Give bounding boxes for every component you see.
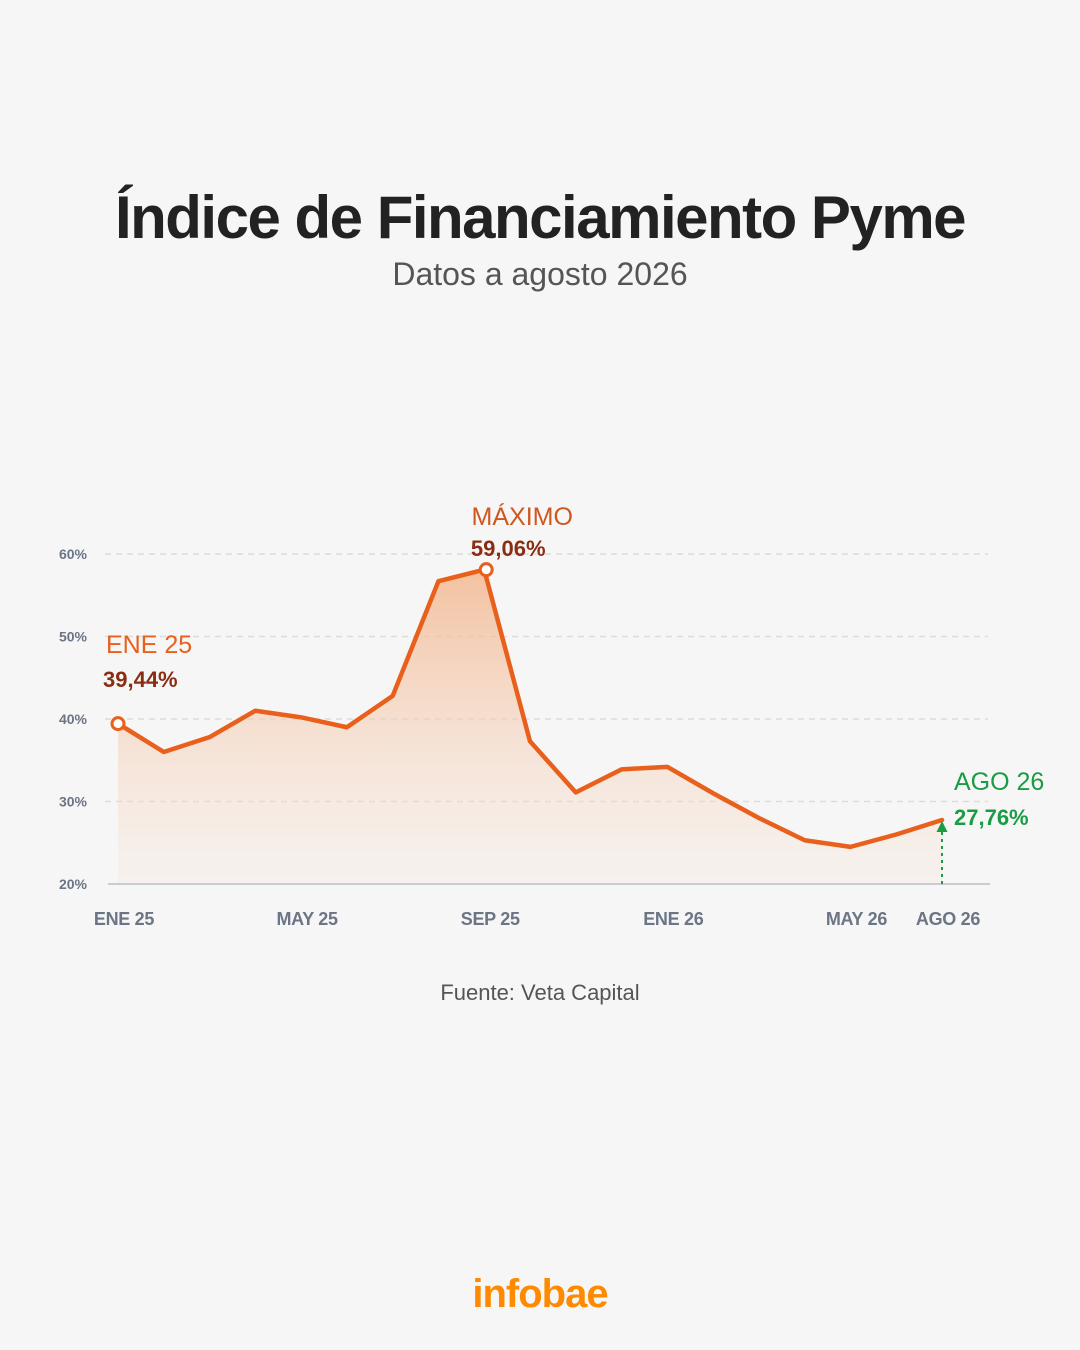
y-tick-label: 60% xyxy=(59,546,88,562)
up-arrow-icon xyxy=(936,820,948,832)
current-value: 27,76% xyxy=(954,805,1029,830)
y-tick-label: 20% xyxy=(59,876,88,892)
data-points xyxy=(110,562,948,884)
page-subtitle: Datos a agosto 2026 xyxy=(392,256,688,292)
x-tick-label: AGO 26 xyxy=(916,909,981,929)
max-label: MÁXIMO xyxy=(472,502,573,531)
y-tick-label: 40% xyxy=(59,711,88,727)
series-line xyxy=(115,567,945,850)
x-tick-label: ENE 25 xyxy=(94,909,155,929)
current-label: AGO 26 xyxy=(954,768,1044,796)
start-point-marker xyxy=(110,716,126,732)
x-axis: ENE 25 MAY 25 SEP 25 ENE 26 MAY 26 AGO 26 xyxy=(94,909,981,929)
max-point-marker xyxy=(478,562,494,578)
y-axis: 20% 30% 40% 50% 60% xyxy=(59,546,88,892)
x-tick-label: MAY 26 xyxy=(826,909,888,929)
y-tick-label: 50% xyxy=(59,629,88,645)
max-value: 59,06% xyxy=(471,536,546,561)
x-tick-label: MAY 25 xyxy=(276,909,338,929)
infobae-logo: infobae xyxy=(472,1272,608,1316)
annotations: ENE 25 39,44% MÁXIMO 59,06% AGO 26 27,76% xyxy=(103,502,1044,830)
x-tick-label: SEP 25 xyxy=(461,909,520,929)
y-tick-label: 30% xyxy=(59,794,88,810)
source-note: Fuente: Veta Capital xyxy=(440,980,640,1005)
start-label: ENE 25 xyxy=(106,631,192,659)
start-value: 39,44% xyxy=(103,667,178,692)
page-title: Índice de Financiamiento Pyme xyxy=(114,184,967,251)
x-tick-label: ENE 26 xyxy=(643,909,704,929)
series-area xyxy=(118,569,942,884)
